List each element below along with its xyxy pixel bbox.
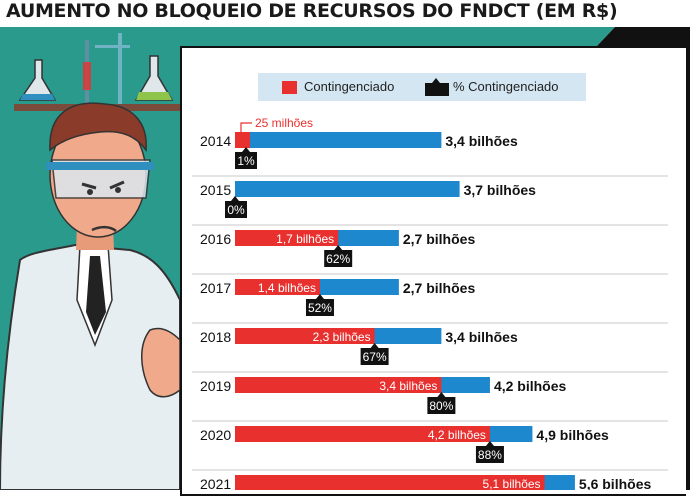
label-contingenciado: 25 milhões: [255, 116, 313, 130]
label-total: 3,4 bilhões: [445, 329, 518, 345]
percent-label: 80%: [429, 399, 453, 413]
label-contingenciado: 2,3 bilhões: [313, 330, 371, 344]
bar-contingenciado: [235, 132, 250, 148]
year-label: 2019: [200, 378, 231, 394]
legend: Contingenciado % Contingenciado: [258, 73, 586, 101]
annotation-leader: [240, 122, 252, 132]
bar-contingenciado: [235, 426, 490, 442]
label-contingenciado: 3,4 bilhões: [379, 379, 437, 393]
percent-badge: [305, 294, 334, 316]
year-label: 2015: [200, 182, 231, 198]
percent-badge: [235, 147, 257, 169]
percent-badge: [225, 196, 247, 218]
bar-contingenciado: [235, 328, 375, 344]
year-label: 2021: [200, 476, 231, 490]
legend-label-percent: % Contingenciado: [453, 79, 559, 94]
year-label: 2016: [200, 231, 231, 247]
label-total: 3,4 bilhões: [445, 133, 518, 149]
year-label: 2014: [200, 133, 231, 149]
label-total: 5,6 bilhões: [579, 476, 652, 490]
bar-contingenciado: [235, 230, 339, 246]
percent-badge: [360, 343, 389, 365]
bar-contingenciado: [235, 279, 320, 295]
label-total: 4,2 bilhões: [494, 378, 567, 394]
label-total: 2,7 bilhões: [403, 280, 476, 296]
legend-swatch-contingenciado: [282, 81, 297, 94]
bar-total: [235, 132, 442, 148]
chart-title: AUMENTO NO BLOQUEIO DE RECURSOS DO FNDCT…: [6, 0, 618, 22]
year-label: 2018: [200, 329, 231, 345]
bar-total: [235, 181, 460, 197]
label-contingenciado: 1,7 bilhões: [276, 232, 334, 246]
percent-badge: [324, 245, 353, 267]
legend-label-contingenciado: Contingenciado: [304, 79, 395, 94]
label-contingenciado: 1,4 bilhões: [258, 281, 316, 295]
percent-label: 0%: [227, 203, 245, 217]
label-contingenciado: 5,1 bilhões: [483, 477, 541, 490]
label-total: 2,7 bilhões: [403, 231, 476, 247]
percent-label: 62%: [326, 252, 350, 266]
percent-label: 88%: [478, 448, 502, 462]
year-label: 2020: [200, 427, 231, 443]
percent-label: 52%: [308, 301, 332, 315]
percent-badge: [427, 392, 456, 414]
year-label: 2017: [200, 280, 231, 296]
legend-swatch-badge: [425, 78, 449, 96]
percent-label: 1%: [237, 154, 255, 168]
bar-contingenciado: [235, 377, 442, 393]
percent-label: 67%: [363, 350, 387, 364]
label-contingenciado: 4,2 bilhões: [428, 428, 486, 442]
bar-contingenciado: [235, 475, 545, 490]
percent-badge: [475, 441, 504, 463]
label-total: 3,7 bilhões: [464, 182, 537, 198]
label-total: 4,9 bilhões: [536, 427, 609, 443]
